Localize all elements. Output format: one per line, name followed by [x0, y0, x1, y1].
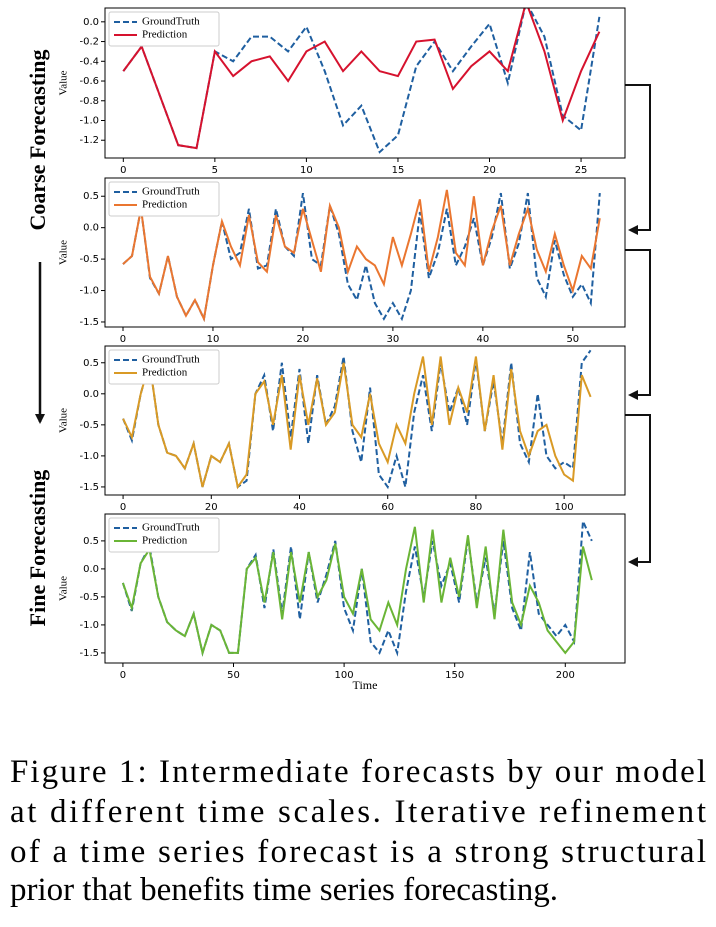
y-tick-label: -1.0: [79, 286, 99, 297]
y-tick-label: -1.2: [79, 135, 99, 146]
y-tick-label: -0.4: [79, 56, 99, 67]
refine-arrow: [625, 249, 651, 400]
legend-label: GroundTruth: [142, 354, 200, 366]
x-tick-label: 0: [120, 502, 126, 513]
x-tick-label: 0: [120, 334, 126, 345]
side-label: Fine Forecasting: [25, 470, 50, 627]
x-tick-label: 5: [212, 165, 218, 176]
y-tick-label: -1.5: [79, 317, 99, 328]
legend-label: Prediction: [142, 199, 188, 211]
axes-frame: [104, 177, 626, 328]
series-line: [121, 526, 593, 657]
line-panel: 0 50 100 150 200 0.5 0.0 -0.5 -1.0 -1.5 Value Time G…: [58, 513, 626, 692]
x-tick-label: 20: [205, 502, 218, 513]
y-tick-label: -0.6: [79, 76, 99, 87]
x-tick-label: 40: [476, 334, 489, 345]
y-axis-label: Value: [58, 408, 70, 433]
y-tick-label: -0.8: [79, 96, 99, 107]
legend-label: Prediction: [142, 29, 188, 41]
x-tick-label: 60: [381, 502, 394, 513]
y-tick-label: 0.5: [83, 191, 99, 202]
legend-box: [108, 181, 220, 217]
x-tick-label: 100: [335, 670, 354, 681]
refine-arrow: [625, 84, 651, 235]
line-panel: 0 5 10 15 20 25 0.0 -0.2 -0.4 -0.6 -0.8 -1.0 -1.2 Val…: [58, 7, 626, 176]
legend-label: GroundTruth: [142, 522, 200, 534]
legend-box: [108, 349, 220, 385]
y-tick-label: -1.5: [79, 482, 99, 493]
y-tick-label: 0.5: [83, 536, 99, 547]
x-tick-label: 50: [566, 334, 579, 345]
x-tick-label: 40: [293, 502, 306, 513]
x-axis-label: Time: [353, 678, 378, 692]
series-line: [122, 189, 601, 323]
y-tick-label: -0.5: [79, 420, 99, 431]
y-tick-label: 0.0: [83, 564, 99, 575]
y-tick-label: 0.0: [83, 17, 99, 28]
axes-frame: [104, 7, 626, 159]
y-axis-label: Value: [58, 576, 70, 601]
series-line: [122, 192, 601, 323]
x-tick-label: 100: [555, 502, 574, 513]
side-label: Coarse Forecasting: [25, 49, 50, 230]
y-tick-label: 0.0: [83, 389, 99, 400]
series-line: [122, 356, 592, 490]
x-tick-label: 80: [470, 502, 483, 513]
y-tick-label: -1.0: [79, 620, 99, 631]
x-tick-label: 30: [387, 334, 400, 345]
x-tick-label: 15: [392, 165, 405, 176]
caption-line: of a time series forecast is a strong st…: [10, 834, 706, 870]
x-tick-label: 150: [445, 670, 464, 681]
series-line: [122, 8, 601, 154]
y-tick-label: -0.2: [79, 37, 99, 48]
y-tick-label: -1.0: [79, 116, 99, 127]
legend-label: Prediction: [142, 367, 188, 379]
line-panel: 0 10 20 30 40 50 0.5 0.0 -0.5 -1.0 -1.5 Value Ground…: [58, 177, 626, 345]
legend-label: Prediction: [142, 535, 188, 547]
y-axis-label: Value: [58, 70, 70, 95]
x-tick-label: 10: [207, 334, 220, 345]
x-tick-label: 20: [483, 165, 496, 176]
axes-frame: [104, 345, 626, 496]
y-axis-label: Value: [58, 240, 70, 265]
series-line: [122, 8, 601, 150]
legend-box: [108, 517, 220, 553]
x-tick-label: 20: [297, 334, 310, 345]
legend-box: [108, 11, 220, 47]
legend-label: GroundTruth: [142, 16, 200, 28]
x-tick-label: 0: [120, 670, 126, 681]
y-tick-label: -1.0: [79, 451, 99, 462]
caption-line: at different time scales. Iterative refi…: [10, 794, 706, 830]
x-tick-label: 200: [556, 670, 575, 681]
y-tick-label: -0.5: [79, 592, 99, 603]
x-tick-label: 50: [227, 670, 240, 681]
axes-frame: [104, 513, 626, 664]
y-tick-label: 0.5: [83, 358, 99, 369]
y-tick-label: -0.5: [79, 254, 99, 265]
line-panel: 0 20 40 60 80 100 0.5 0.0 -0.5 -1.0 -1.5 Value Groun…: [58, 345, 626, 513]
x-tick-label: 25: [575, 165, 588, 176]
x-tick-label: 0: [120, 165, 126, 176]
x-tick-label: 10: [300, 165, 313, 176]
caption-line: prior that benefits time series forecast…: [10, 872, 558, 908]
caption-line: Figure 1: Intermediate forecasts by our …: [10, 754, 706, 790]
legend-label: GroundTruth: [142, 186, 200, 198]
y-tick-label: -1.5: [79, 648, 99, 659]
refine-arrow: [625, 414, 651, 567]
y-tick-label: 0.0: [83, 223, 99, 234]
